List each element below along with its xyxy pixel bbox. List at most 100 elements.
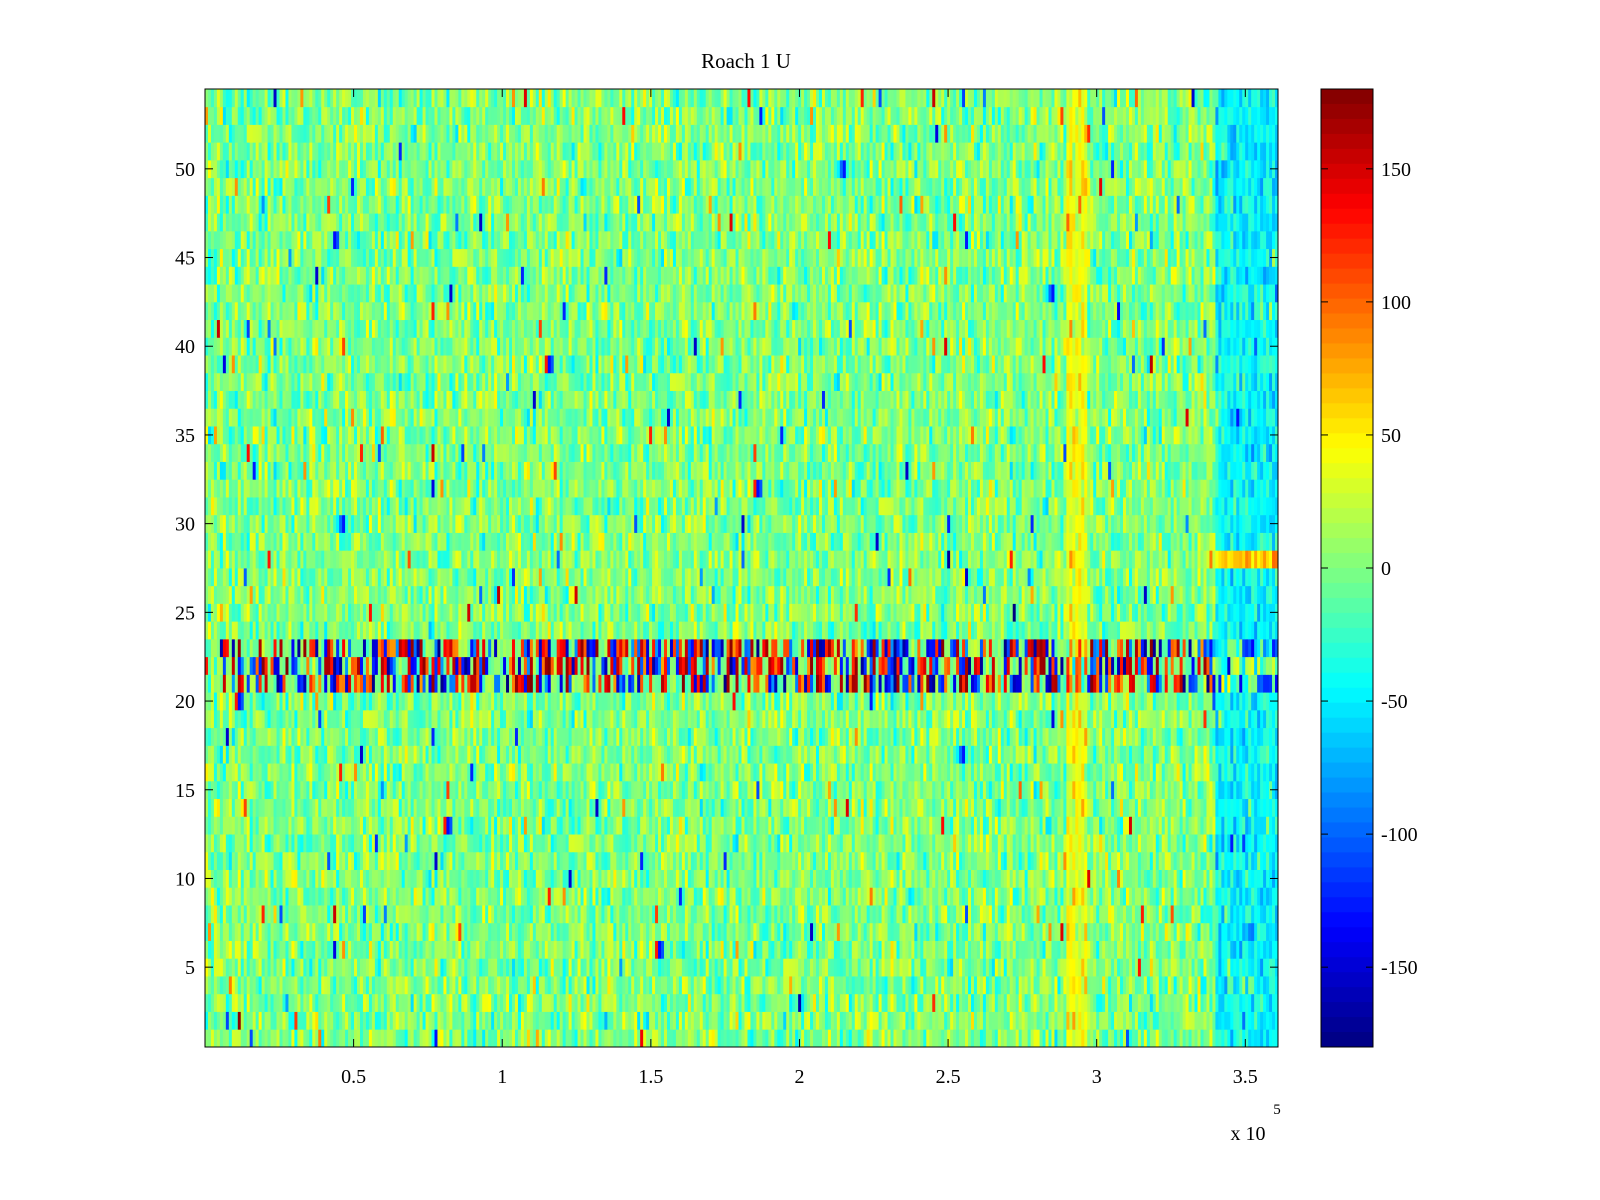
heatmap-cell: [839, 922, 844, 941]
heatmap-cell: [1227, 922, 1231, 941]
heatmap-cell: [461, 976, 465, 995]
heatmap-cell: [520, 798, 525, 817]
heatmap-cell: [1206, 905, 1210, 924]
heatmap-cell: [1215, 940, 1219, 959]
heatmap-cell: [231, 834, 236, 853]
heatmap-cell: [380, 958, 385, 977]
heatmap-cell: [306, 958, 310, 977]
heatmap-cell: [514, 940, 519, 959]
heatmap-cell: [848, 976, 853, 995]
heatmap-cell: [643, 905, 647, 924]
heatmap-cell: [1218, 940, 1222, 959]
heatmap-cell: [884, 851, 888, 870]
heatmap-cell: [845, 816, 850, 835]
heatmap-cell: [270, 993, 274, 1012]
heatmap-cell: [604, 1011, 608, 1030]
heatmap-cell: [595, 976, 599, 995]
heatmap-cell: [389, 887, 394, 906]
heatmap-cell: [482, 993, 486, 1012]
heatmap-cell: [1137, 1011, 1142, 1030]
heatmap-cell: [1251, 940, 1255, 959]
heatmap-cell: [309, 1011, 313, 1030]
heatmap-cell: [1102, 993, 1106, 1012]
heatmap-cell: [768, 869, 772, 888]
heatmap-cell: [953, 834, 957, 853]
heatmap-cell: [559, 834, 564, 853]
heatmap-cell: [395, 834, 400, 853]
heatmap-cell: [1108, 940, 1112, 959]
heatmap-cell: [538, 905, 543, 924]
heatmap-cell: [228, 816, 233, 835]
heatmap-cell: [616, 958, 620, 977]
heatmap-cell: [377, 1029, 382, 1048]
heatmap-cell: [604, 869, 608, 888]
heatmap-cell: [449, 993, 453, 1012]
heatmap-cell: [327, 1011, 331, 1030]
heatmap-cell: [810, 993, 814, 1012]
heatmap-cell: [681, 905, 686, 924]
heatmap-cell: [297, 1011, 301, 1030]
heatmap-cell: [929, 1011, 933, 1030]
heatmap-cell: [1072, 993, 1076, 1012]
heatmap-cell: [1114, 958, 1118, 977]
heatmap-cell: [577, 887, 581, 906]
heatmap-cell: [386, 958, 391, 977]
heatmap-cell: [935, 976, 939, 995]
heatmap-cell: [780, 940, 784, 959]
heatmap-cell: [565, 905, 570, 924]
heatmap-cell: [431, 869, 435, 888]
heatmap-cell: [416, 887, 420, 906]
heatmap-cell: [1003, 851, 1008, 870]
heatmap-cell: [455, 834, 459, 853]
heatmap-cell: [985, 940, 990, 959]
heatmap-cell: [553, 922, 558, 941]
heatmap-cell: [917, 976, 921, 995]
heatmap-cell: [1206, 1029, 1210, 1048]
heatmap-cell: [634, 834, 638, 853]
heatmap-cell: [520, 816, 525, 835]
heatmap-cell: [991, 958, 996, 977]
heatmap-cell: [541, 869, 546, 888]
heatmap-cell: [267, 851, 271, 870]
heatmap-cell: [1161, 1029, 1166, 1048]
heatmap-cell: [348, 922, 352, 941]
heatmap-cell: [297, 834, 301, 853]
heatmap-cell: [732, 834, 736, 853]
heatmap-cell: [962, 940, 966, 959]
heatmap-cell: [607, 940, 611, 959]
heatmap-cell: [205, 976, 209, 995]
heatmap-cell: [479, 993, 483, 1012]
heatmap-cell: [207, 834, 212, 853]
heatmap-cell: [810, 940, 814, 959]
heatmap-cell: [968, 816, 972, 835]
heatmap-cell: [1251, 834, 1255, 853]
heatmap-cell: [255, 922, 260, 941]
heatmap-cell: [267, 976, 271, 995]
heatmap-cell: [368, 1029, 373, 1048]
heatmap-cell: [1009, 834, 1014, 853]
heatmap-cell: [488, 993, 492, 1012]
heatmap-cell: [240, 940, 245, 959]
heatmap-cell: [249, 976, 254, 995]
heatmap-cell: [291, 1011, 295, 1030]
heatmap-cell: [720, 1029, 725, 1048]
heatmap-cell: [726, 869, 730, 888]
heatmap-cell: [207, 816, 212, 835]
heatmap-cell: [941, 922, 945, 941]
heatmap-cell: [836, 905, 841, 924]
heatmap-cell: [246, 993, 251, 1012]
heatmap-cell: [374, 887, 379, 906]
heatmap-cell: [1152, 905, 1157, 924]
heatmap-cell: [413, 905, 418, 924]
heatmap-cell: [1227, 993, 1231, 1012]
heatmap-cell: [774, 887, 778, 906]
heatmap-cell: [473, 798, 477, 817]
heatmap-cell: [887, 993, 891, 1012]
heatmap-cell: [1140, 940, 1145, 959]
heatmap-cell: [985, 869, 990, 888]
heatmap-cell: [944, 816, 948, 835]
heatmap-cell: [813, 1011, 817, 1030]
heatmap-cell: [634, 905, 638, 924]
heatmap-cell: [643, 958, 647, 977]
heatmap-cell: [416, 976, 420, 995]
